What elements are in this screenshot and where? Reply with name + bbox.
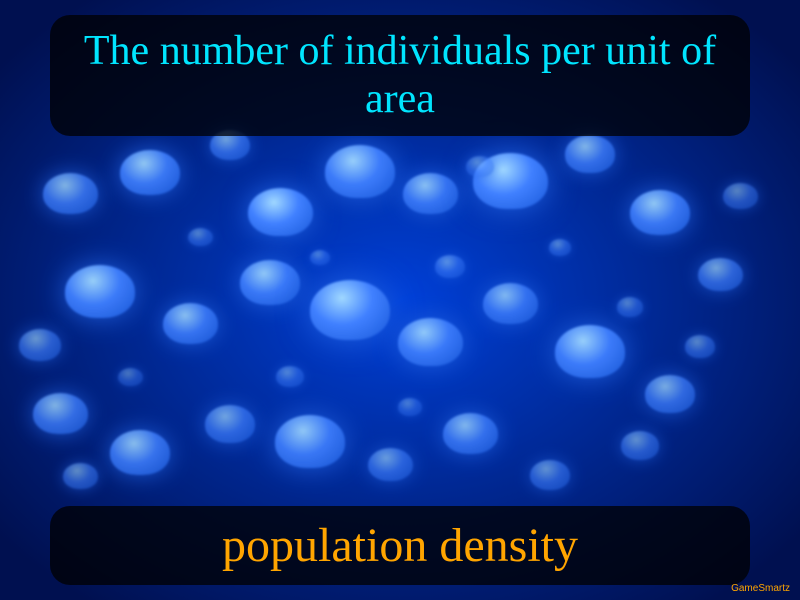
jellyfish-shape bbox=[403, 173, 458, 214]
jellyfish-shape bbox=[435, 255, 465, 278]
jellyfish-shape bbox=[33, 393, 88, 434]
jellyfish-shape bbox=[205, 405, 255, 443]
jellyfish-shape bbox=[698, 258, 743, 292]
jellyfish-shape bbox=[43, 173, 98, 214]
jellyfish-shape bbox=[645, 375, 695, 413]
term-text: population density bbox=[222, 518, 578, 573]
watermark-text: GameSmartz bbox=[731, 583, 790, 594]
jellyfish-shape bbox=[398, 398, 422, 416]
definition-text: The number of individuals per unit of ar… bbox=[70, 27, 730, 124]
jellyfish-shape bbox=[163, 303, 218, 344]
jellyfish-shape bbox=[120, 150, 180, 195]
jellyfish-shape bbox=[19, 329, 61, 361]
jellyfish-shape bbox=[685, 335, 715, 358]
jellyfish-shape bbox=[310, 280, 390, 340]
jellyfish-shape bbox=[65, 265, 135, 318]
jellyfish-shape bbox=[530, 460, 570, 490]
jellyfish-shape bbox=[466, 156, 494, 177]
jellyfish-shape bbox=[188, 228, 213, 247]
jellyfish-shape bbox=[276, 366, 304, 387]
jellyfish-shape bbox=[63, 463, 98, 489]
jellyfish-shape bbox=[398, 318, 463, 367]
jellyfish-shape bbox=[630, 190, 690, 235]
jellyfish-shape bbox=[549, 239, 571, 256]
term-box: population density bbox=[50, 506, 750, 585]
jellyfish-shape bbox=[275, 415, 345, 468]
jellyfish-shape bbox=[310, 250, 330, 265]
jellyfish-shape bbox=[118, 368, 143, 387]
jellyfish-shape bbox=[621, 431, 659, 460]
jellyfish-shape bbox=[248, 188, 313, 237]
jellyfish-shape bbox=[723, 183, 758, 209]
definition-box: The number of individuals per unit of ar… bbox=[50, 15, 750, 136]
jellyfish-shape bbox=[555, 325, 625, 378]
jellyfish-shape bbox=[483, 283, 538, 324]
jellyfish-shape bbox=[443, 413, 498, 454]
jellyfish-shape bbox=[240, 260, 300, 305]
jellyfish-shape bbox=[110, 430, 170, 475]
jellyfish-shape bbox=[565, 135, 615, 173]
jellyfish-shape bbox=[325, 145, 395, 198]
jellyfish-shape bbox=[617, 297, 643, 317]
jellyfish-shape bbox=[368, 448, 413, 482]
